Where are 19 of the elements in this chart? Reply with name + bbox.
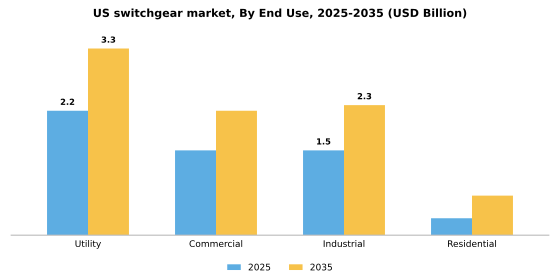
x-tick-label: Utility (76, 240, 102, 249)
bar (47, 110, 88, 236)
chart-title: US switchgear market, By End Use, 2025-2035 (USD Billion) (94, 8, 466, 20)
x-tick-label: Residential (448, 240, 496, 248)
data-label: 2.3 (358, 93, 372, 100)
x-tick-label: Commercial (190, 240, 242, 248)
bar (344, 105, 385, 236)
legend-label: 2025 (248, 264, 270, 270)
x-tick-label: Industrial (324, 240, 364, 248)
bar (431, 218, 472, 236)
data-label: 2.2 (60, 98, 74, 105)
bar (88, 48, 129, 236)
legend-label: 2035 (310, 264, 332, 270)
bar (472, 196, 513, 236)
bar (303, 150, 344, 236)
data-label: 1.5 (317, 138, 330, 145)
bar (175, 150, 216, 236)
data-label: 3.3 (102, 36, 116, 43)
bar (216, 110, 257, 236)
